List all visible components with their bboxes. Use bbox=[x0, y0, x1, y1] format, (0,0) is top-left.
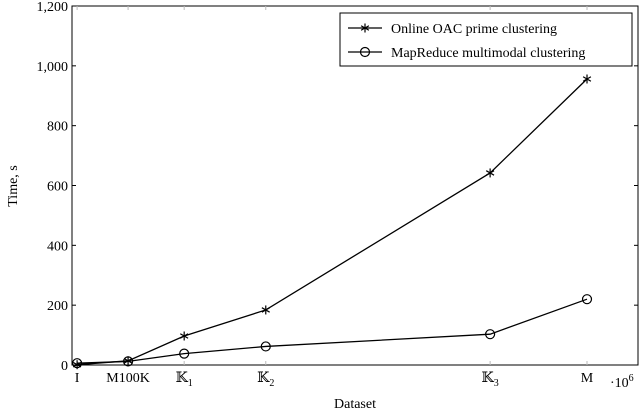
circle-marker bbox=[179, 348, 190, 359]
x-tick-label: I bbox=[75, 371, 80, 386]
circle-marker bbox=[581, 294, 593, 305]
x-tick-label: 𝕂2 bbox=[257, 371, 274, 389]
series-line bbox=[77, 298, 588, 364]
legend-item: MapReduce multimodal clustering bbox=[348, 46, 585, 61]
series-online-oac bbox=[72, 74, 592, 370]
series-group bbox=[71, 74, 593, 370]
asterisk-marker bbox=[582, 74, 592, 84]
asterisk-marker bbox=[360, 23, 370, 33]
x-multiplier: ·106 bbox=[610, 373, 634, 391]
x-tick-label: 𝕂1 bbox=[176, 371, 193, 389]
circle-marker bbox=[122, 356, 134, 367]
asterisk-marker bbox=[179, 331, 189, 341]
axes: 0 200 400 600 800 1,000 1,200 I M100K 𝕂1 𝕂2 𝕂3 M bbox=[37, 0, 639, 389]
circle-marker bbox=[71, 358, 83, 369]
y-tick-label: 800 bbox=[47, 120, 68, 135]
legend-label: Online OAC prime clustering bbox=[391, 22, 557, 37]
series-mapreduce bbox=[71, 294, 593, 369]
y-tick-label: 200 bbox=[47, 299, 68, 314]
y-tick-label: 400 bbox=[47, 239, 68, 254]
circle-marker bbox=[260, 341, 271, 352]
circle-marker bbox=[359, 46, 371, 58]
x-axis-label: Dataset bbox=[334, 397, 376, 412]
y-axis-label: Time, s bbox=[6, 165, 21, 207]
x-tick-label: 𝕂3 bbox=[482, 371, 499, 389]
y-tick-label: 600 bbox=[47, 180, 68, 195]
legend-label: MapReduce multimodal clustering bbox=[391, 46, 585, 61]
asterisk-marker bbox=[261, 305, 270, 315]
legend: Online OAC prime clustering MapReduce mul… bbox=[339, 12, 633, 67]
x-tick-label: M bbox=[581, 371, 594, 386]
y-tick-label: 1,200 bbox=[37, 0, 69, 15]
y-tick-label: 1,000 bbox=[37, 60, 69, 75]
legend-item: Online OAC prime clustering bbox=[348, 22, 557, 37]
series-line bbox=[77, 78, 588, 366]
asterisk-marker bbox=[485, 168, 495, 178]
y-tick-label: 0 bbox=[61, 359, 68, 374]
x-tick-label: M100K bbox=[106, 371, 150, 386]
circle-marker bbox=[485, 329, 496, 340]
